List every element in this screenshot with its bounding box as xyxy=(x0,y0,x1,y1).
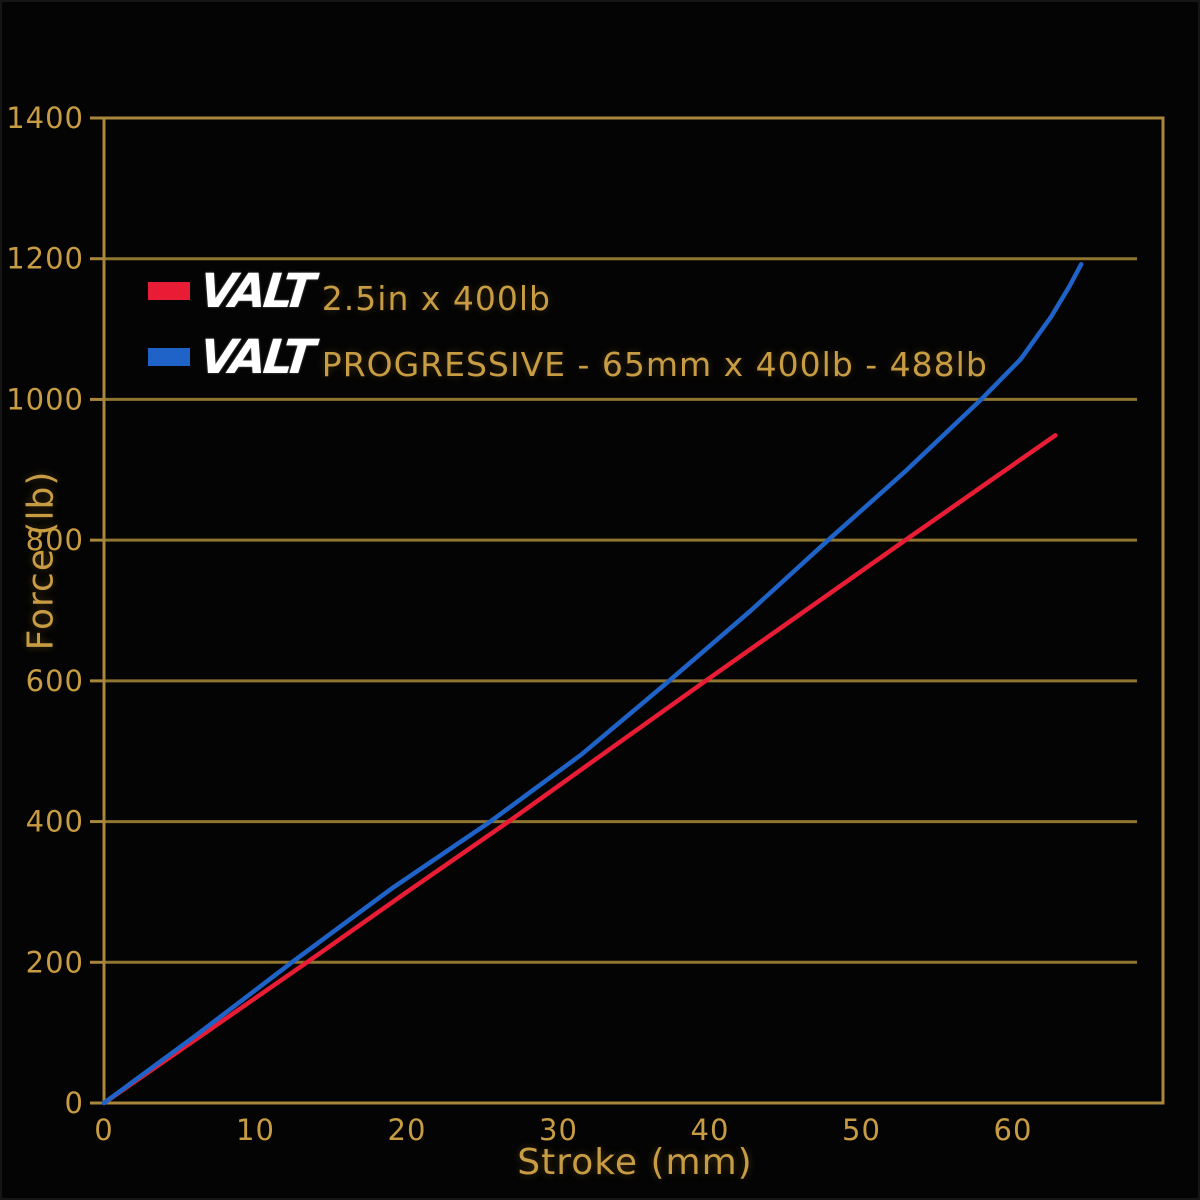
x-axis-title: Stroke (mm) xyxy=(517,1142,753,1183)
y-tick-label-600: 600 xyxy=(26,664,84,698)
x-tick-label-40: 40 xyxy=(691,1113,730,1147)
legend-label-standard: 2.5in x 400lb xyxy=(321,278,551,318)
y-tick-label-800: 800 xyxy=(26,523,84,557)
legend-swatch-blue xyxy=(148,348,190,366)
legend-label-progressive: PROGRESSIVE - 65mm x 400lb - 488lb xyxy=(321,344,988,384)
legend-swatch-red xyxy=(148,282,190,300)
x-tick-label-60: 60 xyxy=(994,1113,1033,1147)
x-tick-label-0: 0 xyxy=(94,1113,113,1147)
y-axis-title: Force (lb) xyxy=(20,470,62,651)
y-tick-label-400: 400 xyxy=(26,805,84,839)
series-line-standard-red xyxy=(101,433,1058,1106)
x-tick-label-20: 20 xyxy=(388,1113,427,1147)
y-tick-label-1200: 1200 xyxy=(6,242,84,276)
legend-item-standard: VALT 2.5in x 400lb xyxy=(148,258,988,324)
x-tick-label-30: 30 xyxy=(539,1113,578,1147)
brand-logo-valt: VALT xyxy=(197,263,315,319)
y-tick-label-1400: 1400 xyxy=(6,101,84,135)
y-tick-label-200: 200 xyxy=(26,945,84,979)
x-tick-label-10: 10 xyxy=(236,1113,275,1147)
series-line-progressive-blue xyxy=(101,262,1084,1106)
brand-logo-valt: VALT xyxy=(197,329,315,385)
plot-border xyxy=(102,116,1165,1105)
y-tick-label-1000: 1000 xyxy=(6,382,84,416)
x-tick-label-50: 50 xyxy=(842,1113,881,1147)
legend-item-progressive: VALT PROGRESSIVE - 65mm x 400lb - 488lb xyxy=(148,324,988,390)
legend: VALT 2.5in x 400lb VALT PROGRESSIVE - 65… xyxy=(148,258,988,390)
y-tick-label-0: 0 xyxy=(65,1086,84,1120)
